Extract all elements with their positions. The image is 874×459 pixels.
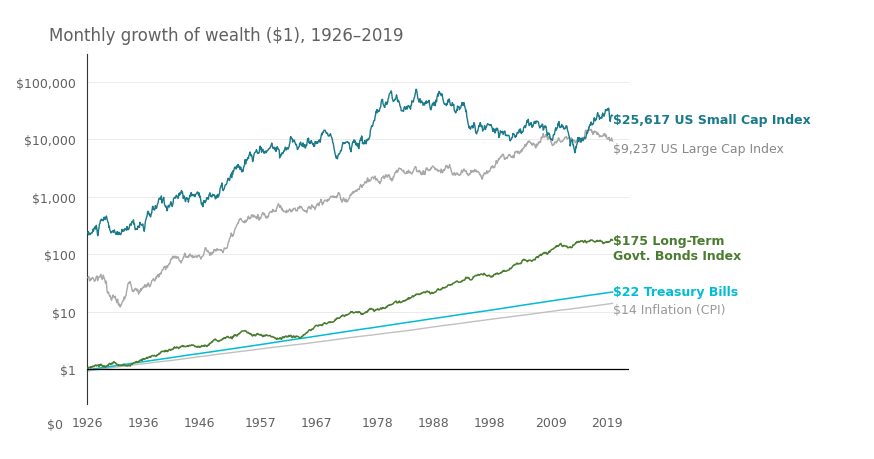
Text: Monthly growth of wealth ($1), 1926–2019: Monthly growth of wealth ($1), 1926–2019 <box>50 27 404 45</box>
Text: $0: $0 <box>47 418 63 431</box>
Text: $175 Long-Term
Govt. Bonds Index: $175 Long-Term Govt. Bonds Index <box>613 234 741 262</box>
Text: $14 Inflation (CPI): $14 Inflation (CPI) <box>613 303 725 316</box>
Text: $25,617 US Small Cap Index: $25,617 US Small Cap Index <box>613 114 810 127</box>
Text: $22 Treasury Bills: $22 Treasury Bills <box>613 286 738 299</box>
Text: $9,237 US Large Cap Index: $9,237 US Large Cap Index <box>613 142 783 155</box>
